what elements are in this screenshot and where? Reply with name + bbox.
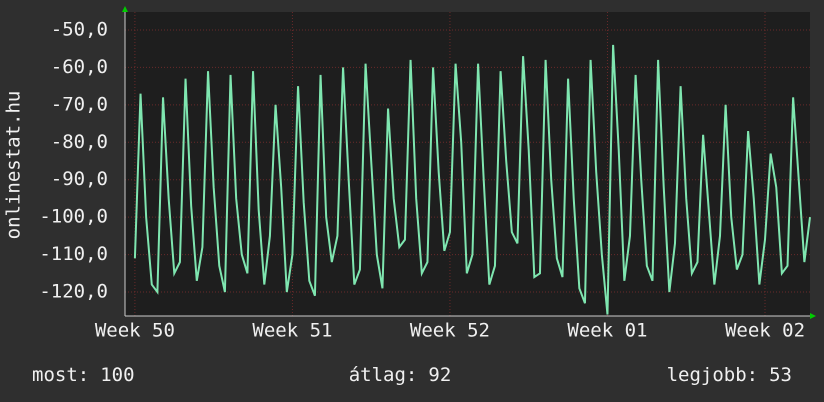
- footer-label: legjobb:: [667, 364, 759, 386]
- footer-label: most:: [32, 364, 89, 386]
- footer-stat: most: 100: [32, 364, 135, 386]
- x-tick-label: Week 50: [95, 320, 175, 342]
- y-tick-label: -80,0: [51, 131, 108, 153]
- footer-stat: átlag: 92: [349, 364, 452, 386]
- y-tick-label: -60,0: [51, 56, 108, 78]
- footer-value: 53: [769, 364, 792, 386]
- y-tick-label: -70,0: [51, 93, 108, 115]
- data-line: [133, 44, 811, 315]
- footer-value: 92: [428, 364, 451, 386]
- y-tick-label: -100,0: [39, 206, 108, 228]
- y-tick-label: -120,0: [39, 281, 108, 303]
- y-axis-label: onlinestat.hu: [3, 91, 25, 240]
- y-axis-arrow: [122, 6, 128, 12]
- x-tick-label: Week 52: [410, 320, 490, 342]
- footer-label: átlag:: [349, 364, 418, 386]
- y-tick-label: -110,0: [39, 243, 108, 265]
- footer-stat: legjobb: 53: [667, 364, 792, 386]
- y-tick-label: -50,0: [51, 18, 108, 40]
- x-tick-label: Week 51: [252, 320, 332, 342]
- y-tick-label: -90,0: [51, 168, 108, 190]
- x-tick-label: Week 02: [725, 320, 805, 342]
- x-axis-arrow: [810, 313, 816, 319]
- x-tick-label: Week 01: [567, 320, 647, 342]
- footer-value: 100: [100, 364, 134, 386]
